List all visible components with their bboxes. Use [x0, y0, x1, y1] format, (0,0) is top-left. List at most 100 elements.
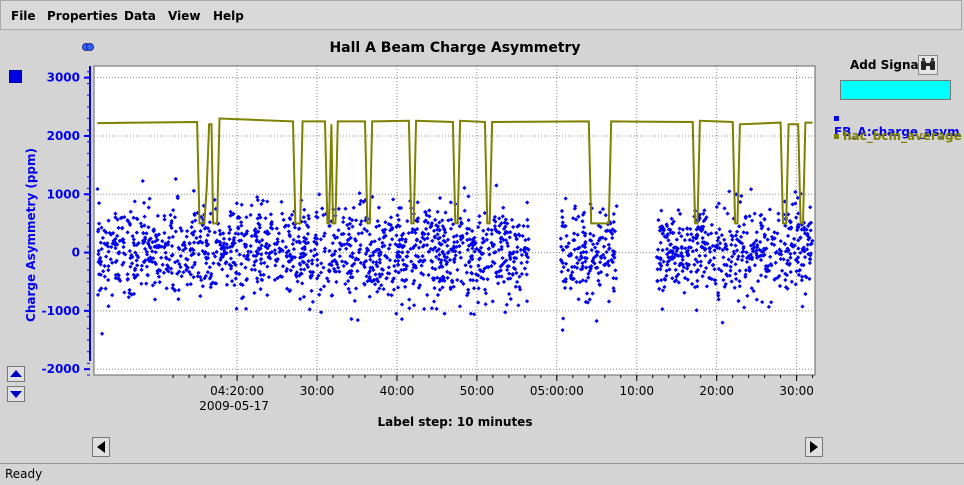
scatter-point — [494, 274, 499, 279]
scatter-point — [714, 230, 719, 236]
scatter-point — [377, 257, 382, 262]
scatter-point — [266, 274, 271, 280]
scatter-point — [793, 215, 799, 220]
scroll-right-button[interactable] — [805, 437, 823, 457]
scatter-point — [422, 306, 427, 312]
scroll-up-button[interactable] — [7, 366, 25, 382]
scatter-point — [442, 311, 447, 316]
scatter-point — [284, 268, 289, 274]
scatter-point — [573, 217, 579, 222]
scatter-point — [96, 248, 101, 253]
scatter-point — [196, 270, 201, 275]
scatter-point — [202, 251, 207, 256]
scatter-point — [141, 200, 147, 205]
scatter-point — [168, 212, 173, 218]
scatter-point — [176, 245, 181, 250]
scatter-point — [255, 195, 260, 200]
scatter-point — [198, 239, 203, 244]
menu-file[interactable]: File — [11, 9, 36, 23]
scatter-point — [466, 243, 472, 248]
scatter-point — [723, 245, 728, 250]
legend-entry-bcm-average[interactable]: hac_bcm_average — [834, 129, 962, 143]
legend-entry-charge-asym[interactable]: FB_A:charge_asym — [834, 111, 964, 139]
scatter-point — [710, 243, 715, 249]
scatter-point — [160, 238, 165, 244]
scatter-point — [100, 235, 106, 241]
scatter-point — [236, 226, 241, 231]
scatter-point — [302, 219, 308, 225]
scatter-point — [772, 242, 777, 247]
scatter-point — [440, 224, 445, 229]
scatter-point — [614, 203, 619, 209]
scatter-point — [362, 226, 367, 232]
scatter-point — [500, 255, 505, 261]
scatter-point — [758, 239, 763, 245]
scatter-point — [98, 240, 103, 245]
signal-name-input[interactable] — [840, 80, 951, 100]
series-color-square[interactable] — [9, 70, 22, 83]
scatter-point — [808, 220, 814, 225]
scatter-point — [418, 239, 423, 245]
scatter-point — [330, 241, 335, 246]
scatter-point — [399, 302, 405, 307]
scatter-point — [421, 243, 427, 248]
scatter-point — [311, 270, 316, 275]
signal-indicator-icon[interactable] — [82, 42, 94, 52]
scatter-point — [157, 244, 163, 249]
scatter-point — [194, 235, 199, 241]
scatter-point — [239, 231, 244, 236]
scatter-point — [161, 270, 167, 275]
scatter-point — [314, 252, 319, 257]
scatter-point — [99, 246, 104, 252]
scatter-point — [513, 233, 518, 239]
scatter-point — [465, 237, 470, 243]
scroll-down-button[interactable] — [7, 386, 25, 402]
binoculars-icon[interactable] — [918, 55, 938, 75]
scatter-point — [106, 304, 111, 309]
scatter-point — [192, 262, 197, 267]
scatter-point — [569, 264, 575, 270]
scatter-point — [136, 255, 141, 260]
scatter-point — [204, 261, 209, 266]
scatter-point — [693, 257, 698, 262]
scatter-point — [358, 260, 363, 266]
scatter-point — [722, 206, 727, 211]
menu-data[interactable]: Data — [124, 9, 156, 23]
scatter-point — [102, 241, 107, 246]
scatter-point — [175, 271, 180, 276]
scatter-point — [489, 240, 494, 245]
legend-marker — [834, 116, 839, 121]
scatter-point — [477, 220, 482, 226]
chart-area[interactable]: -2000 -1000 0 1000 2000 3000 04:20:002009-05-… — [0, 60, 830, 420]
scatter-point — [234, 201, 239, 206]
scatter-point — [760, 299, 765, 305]
scatter-point — [798, 250, 803, 255]
scatter-point — [676, 208, 681, 213]
scatter-point — [280, 248, 285, 253]
scatter-point — [457, 304, 463, 309]
scroll-left-button[interactable] — [92, 437, 110, 457]
scatter-point — [657, 228, 662, 233]
scatter-point — [371, 278, 376, 283]
scatter-point — [243, 265, 248, 270]
menu-view[interactable]: View — [168, 9, 201, 23]
scatter-point — [561, 265, 566, 270]
scatter-point — [232, 283, 237, 288]
scatter-point — [735, 257, 740, 262]
scatter-point — [246, 249, 251, 254]
menu-properties[interactable]: Properties — [47, 9, 118, 23]
scatter-point — [684, 226, 690, 231]
scatter-point — [125, 218, 130, 224]
scatter-point — [443, 239, 448, 244]
scatter-point — [243, 306, 249, 311]
scatter-point — [405, 249, 411, 255]
menu-help[interactable]: Help — [213, 9, 244, 23]
scatter-point — [332, 252, 337, 257]
scatter-point — [774, 249, 779, 255]
scatter-point — [759, 212, 764, 218]
scatter-point — [715, 243, 720, 248]
scatter-point — [431, 228, 437, 234]
scatter-point — [809, 241, 814, 246]
scatter-point — [437, 220, 442, 225]
scatter-point — [141, 259, 147, 264]
